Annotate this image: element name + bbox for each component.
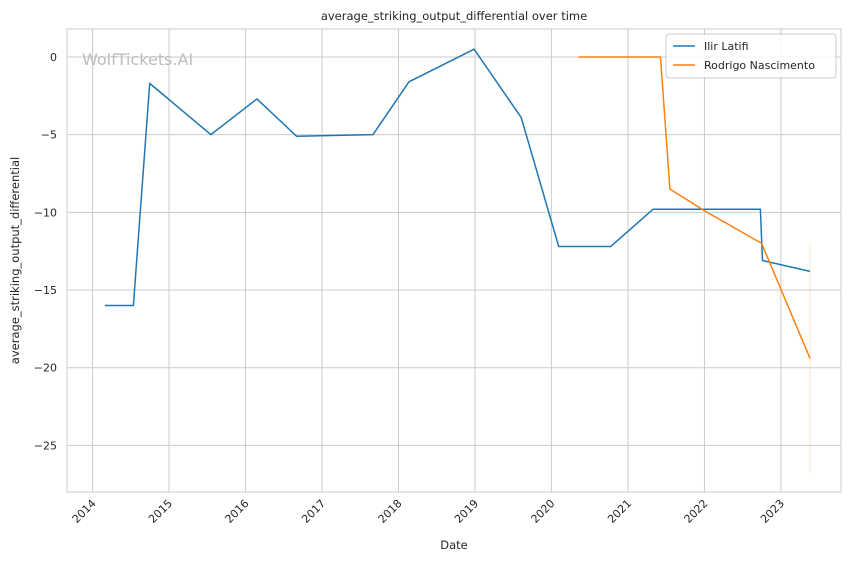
legend-label-ilir-latifi: Ilir Latifi — [704, 40, 749, 53]
chart-title: average_striking_output_differential ove… — [321, 9, 587, 23]
y-tick-label: −15 — [34, 284, 57, 297]
plot-background — [67, 29, 841, 492]
y-axis-ticks: 0 −5 −10 −15 −20 −25 — [34, 51, 57, 452]
legend: Ilir Latifi Rodrigo Nascimento — [665, 33, 837, 79]
y-tick-label: −10 — [34, 206, 57, 219]
series-line-rodrigo-nascimento — [578, 56, 811, 359]
series-layer — [104, 48, 811, 474]
plot-frame — [66, 28, 842, 493]
legend-box — [665, 33, 837, 79]
series-line-ilir-latifi — [104, 48, 811, 307]
y-tick-label: −25 — [34, 439, 57, 452]
y-tick-label: 0 — [50, 51, 57, 64]
y-axis-title: average_striking_output_differential — [8, 157, 22, 364]
y-tick-label: −20 — [34, 362, 57, 375]
legend-label-rodrigo-nascimento: Rodrigo Nascimento — [704, 59, 815, 72]
x-axis-title: Date — [440, 538, 468, 552]
y-tick-label: −5 — [41, 129, 57, 142]
plot-area: WolfTickets.AI — [66, 28, 842, 493]
watermark-text: WolfTickets.AI — [82, 50, 193, 69]
